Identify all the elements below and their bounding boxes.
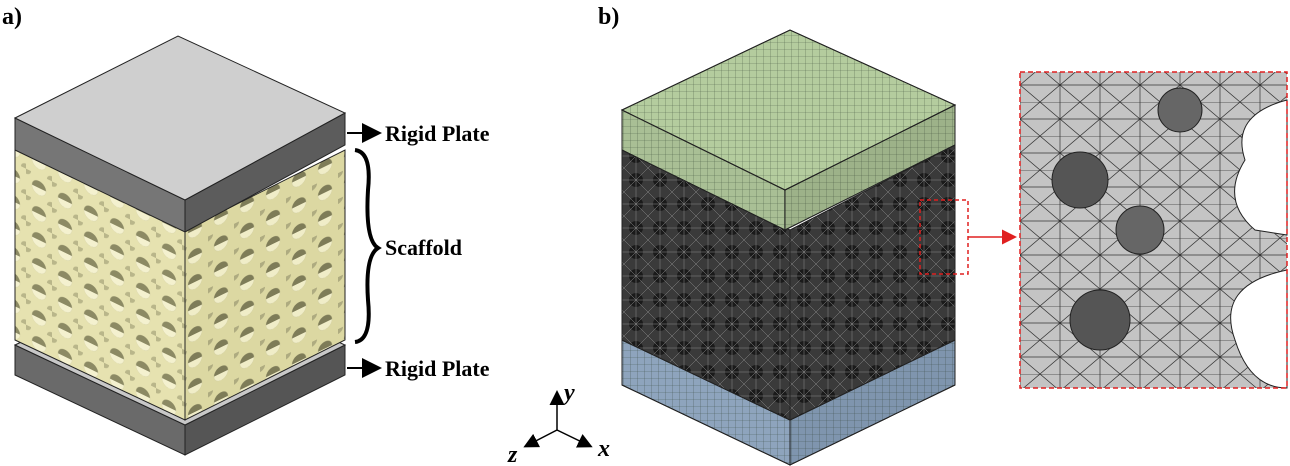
panel-label: b) (598, 4, 619, 30)
panel-label: a) (2, 4, 22, 30)
brace (355, 150, 378, 342)
axis-label: y (561, 380, 575, 406)
axis-label: x (597, 436, 610, 462)
axis-triad (526, 393, 590, 446)
annotation: Scaffold (385, 235, 462, 260)
model-b (622, 30, 955, 465)
annotation: Rigid Plate (385, 121, 490, 146)
axis-label: z (507, 442, 518, 466)
zoom-view (1020, 72, 1287, 388)
annotation: Rigid Plate (385, 356, 490, 381)
figure: a) b) Rigid Plate Scaffold Rigid Plate y… (0, 0, 1290, 466)
model-a (15, 36, 345, 455)
